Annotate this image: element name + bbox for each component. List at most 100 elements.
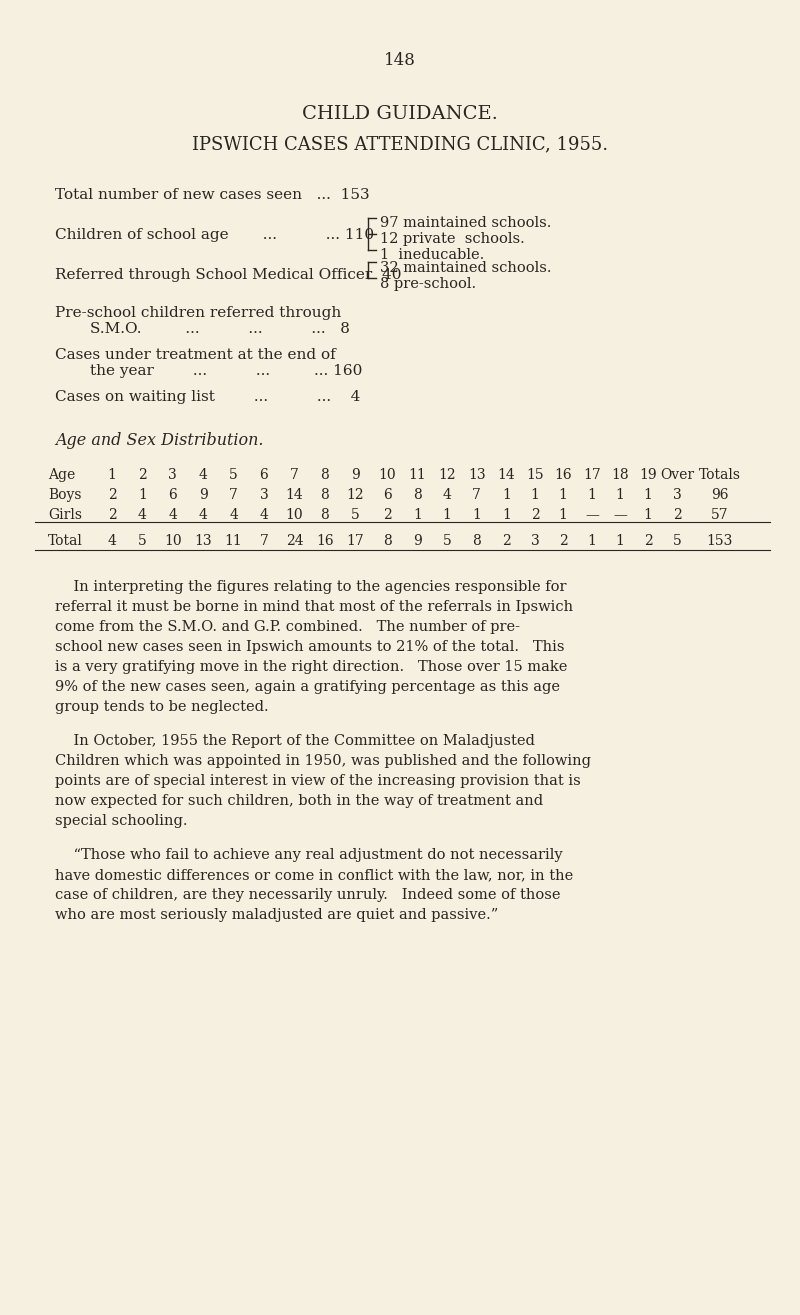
Text: 12 private  schools.: 12 private schools. [380,231,525,246]
Text: 1: 1 [615,488,625,502]
Text: 8: 8 [321,488,329,502]
Text: Children which was appointed in 1950, was published and the following: Children which was appointed in 1950, wa… [55,753,591,768]
Text: have domestic differences or come in conflict with the law, nor, in the: have domestic differences or come in con… [55,868,574,882]
Text: Pre-school children referred through: Pre-school children referred through [55,306,342,320]
Text: special schooling.: special schooling. [55,814,187,828]
Text: 153: 153 [707,534,733,548]
Text: 8: 8 [383,534,391,548]
Text: 7: 7 [472,488,482,502]
Text: In October, 1955 the Report of the Committee on Maladjusted: In October, 1955 the Report of the Commi… [55,734,535,748]
Text: 4: 4 [198,508,208,522]
Text: 3: 3 [260,488,268,502]
Text: 17: 17 [583,468,601,483]
Text: 5: 5 [351,508,359,522]
Text: 14: 14 [286,488,303,502]
Text: 1: 1 [502,488,511,502]
Text: the year        ...          ...         ... 160: the year ... ... ... 160 [90,364,362,377]
Text: 1: 1 [643,508,653,522]
Text: 11: 11 [225,534,242,548]
Text: S.M.O.         ...          ...          ...   8: S.M.O. ... ... ... 8 [90,322,350,337]
Text: 1: 1 [615,534,625,548]
Text: 9% of the new cases seen, again a gratifying percentage as this age: 9% of the new cases seen, again a gratif… [55,680,560,694]
Text: 7: 7 [259,534,269,548]
Text: 4: 4 [138,508,147,522]
Text: 10: 10 [378,468,396,483]
Text: 6: 6 [383,488,391,502]
Text: “Those who fail to achieve any real adjustment do not necessarily: “Those who fail to achieve any real adju… [55,848,562,863]
Text: —: — [613,508,627,522]
Text: Cases on waiting list        ...          ...    4: Cases on waiting list ... ... 4 [55,391,360,404]
Text: 1: 1 [587,488,597,502]
Text: 5: 5 [230,468,238,483]
Text: 4: 4 [442,488,452,502]
Text: 1  ineducable.: 1 ineducable. [380,249,484,262]
Text: 13: 13 [468,468,486,483]
Text: group tends to be neglected.: group tends to be neglected. [55,700,269,714]
Text: 19: 19 [639,468,657,483]
Text: Total: Total [48,534,83,548]
Text: school new cases seen in Ipswich amounts to 21% of the total.   This: school new cases seen in Ipswich amounts… [55,640,565,654]
Text: Children of school age       ...          ... 110: Children of school age ... ... 110 [55,227,374,242]
Text: is a very gratifying move in the right direction.   Those over 15 make: is a very gratifying move in the right d… [55,660,567,675]
Text: points are of special interest in view of the increasing provision that is: points are of special interest in view o… [55,775,581,788]
Text: 97 maintained schools.: 97 maintained schools. [380,216,551,230]
Text: 18: 18 [611,468,629,483]
Text: 16: 16 [316,534,334,548]
Text: 5: 5 [443,534,451,548]
Text: 4: 4 [107,534,117,548]
Text: Totals: Totals [699,468,741,483]
Text: IPSWICH CASES ATTENDING CLINIC, 1955.: IPSWICH CASES ATTENDING CLINIC, 1955. [192,135,608,153]
Text: 96: 96 [711,488,729,502]
Text: 1: 1 [530,488,540,502]
Text: 3: 3 [169,468,177,483]
Text: 6: 6 [260,468,268,483]
Text: 5: 5 [674,534,682,548]
Text: 9: 9 [199,488,207,502]
Text: 148: 148 [384,53,416,68]
Text: 8: 8 [321,468,329,483]
Text: Cases under treatment at the end of: Cases under treatment at the end of [55,348,336,362]
Text: Referred through School Medical Officer  40: Referred through School Medical Officer … [55,268,402,281]
Text: 10: 10 [164,534,182,548]
Text: referral it must be borne in mind that most of the referrals in Ipswich: referral it must be borne in mind that m… [55,600,573,614]
Text: 10: 10 [286,508,303,522]
Text: 2: 2 [502,534,510,548]
Text: 5: 5 [138,534,146,548]
Text: 1: 1 [558,488,568,502]
Text: 11: 11 [409,468,426,483]
Text: 16: 16 [554,468,572,483]
Text: 3: 3 [531,534,539,548]
Text: who are most seriously maladjusted are quiet and passive.”: who are most seriously maladjusted are q… [55,907,498,922]
Text: 1: 1 [442,508,452,522]
Text: 2: 2 [383,508,391,522]
Text: Over: Over [661,468,694,483]
Text: 9: 9 [414,534,422,548]
Text: 13: 13 [194,534,212,548]
Text: 2: 2 [108,488,116,502]
Text: 9: 9 [351,468,359,483]
Text: Girls: Girls [48,508,82,522]
Text: 2: 2 [674,508,682,522]
Text: 2: 2 [644,534,652,548]
Text: 8: 8 [473,534,481,548]
Text: 17: 17 [346,534,364,548]
Text: 1: 1 [413,508,422,522]
Text: 7: 7 [290,468,299,483]
Text: 12: 12 [438,468,456,483]
Text: 1: 1 [643,488,653,502]
Text: 2: 2 [559,534,567,548]
Text: 4: 4 [198,468,208,483]
Text: Boys: Boys [48,488,82,502]
Text: 2: 2 [531,508,539,522]
Text: 8: 8 [414,488,422,502]
Text: 14: 14 [498,468,515,483]
Text: 1: 1 [472,508,482,522]
Text: Age: Age [48,468,75,483]
Text: 4: 4 [168,508,178,522]
Text: —: — [585,508,599,522]
Text: Age and Sex Distribution.: Age and Sex Distribution. [55,433,263,448]
Text: now expected for such children, both in the way of treatment and: now expected for such children, both in … [55,794,543,807]
Text: 32 maintained schools.: 32 maintained schools. [380,260,551,275]
Text: 1: 1 [107,468,117,483]
Text: 1: 1 [138,488,147,502]
